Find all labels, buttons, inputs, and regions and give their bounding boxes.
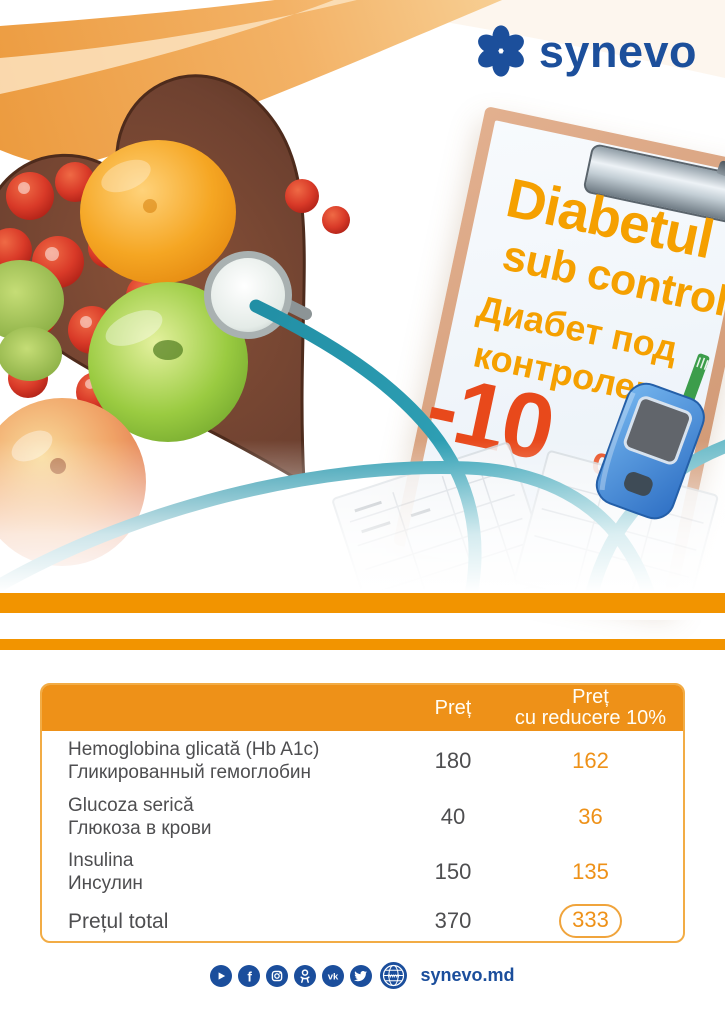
table-row: Hemoglobina glicată (Hb A1c) Гликированн… [42,733,683,789]
green-apple [88,282,248,442]
svg-text:f: f [248,969,253,984]
orange-divider-bar-thin [0,639,725,650]
header-discount: Preț cu reducere 10% [498,687,683,729]
analysis-name-ru: Гликированный гемоглобин [68,762,312,783]
analysis-price: 150 [434,858,472,884]
table-row: Insulina Инсулин 150 135 [42,844,683,899]
analysis-price: 40 [440,803,466,829]
analysis-discounted-price: 162 [572,748,609,773]
table-row: Glucoza serică Глюкоза в крови 40 36 [42,789,683,844]
green-fruit [0,260,64,381]
synevo-flower-icon [477,25,524,77]
header-discount-line2: cu reducere 10% [514,707,667,729]
synevo-logo: synevo [476,24,697,78]
svg-text:WWW: WWW [388,973,400,978]
svg-text:vk: vk [328,971,339,982]
table-total-row: Prețul total 370 333 [42,899,683,941]
vk-icon[interactable]: vk [322,964,345,987]
swoosh-highlight [0,0,357,94]
website-link[interactable]: synevo.md [420,965,515,985]
discount-percent-sign: % [585,443,639,505]
analysis-discounted-price: 36 [578,803,603,829]
analysis-name-ro: Hemoglobina glicată (Hb A1c) [68,739,320,760]
header-price: Preț [434,696,472,719]
orange-fruit [80,140,236,284]
header-discount-line1: Preț [572,686,609,708]
analysis-name-ru: Инсулин [68,872,143,894]
orange-divider-bar-thick [0,593,725,613]
analysis-discounted-price: 135 [572,858,609,884]
facebook-icon[interactable]: f [238,964,261,987]
instagram-icon[interactable] [266,964,289,987]
analysis-name-ru: Глюкоза в крови [68,817,212,839]
price-table-body: Hemoglobina glicată (Hb A1c) Гликированн… [42,731,683,941]
youtube-icon[interactable] [210,964,233,987]
www-globe-icon[interactable]: WWW [380,962,408,989]
total-price: 370 [434,908,472,933]
footer: f vk WWW synevo.md [0,962,725,989]
odnoklassniki-icon[interactable] [294,964,317,987]
brand-name: synevo [538,25,697,77]
analysis-price: 180 [434,748,472,773]
analysis-name-ro: Glucoza serică [68,794,194,816]
price-table: Preț Preț cu reducere 10% Hemoglobina gl… [40,683,685,943]
price-table-header: Preț Preț cu reducere 10% [42,685,683,731]
analysis-name-ro: Insulina [68,849,134,871]
total-label: Prețul total [68,909,169,933]
top-right-cream-wash [300,0,725,78]
total-discounted-price-badge: 333 [559,904,622,938]
twitter-icon[interactable] [350,964,373,987]
